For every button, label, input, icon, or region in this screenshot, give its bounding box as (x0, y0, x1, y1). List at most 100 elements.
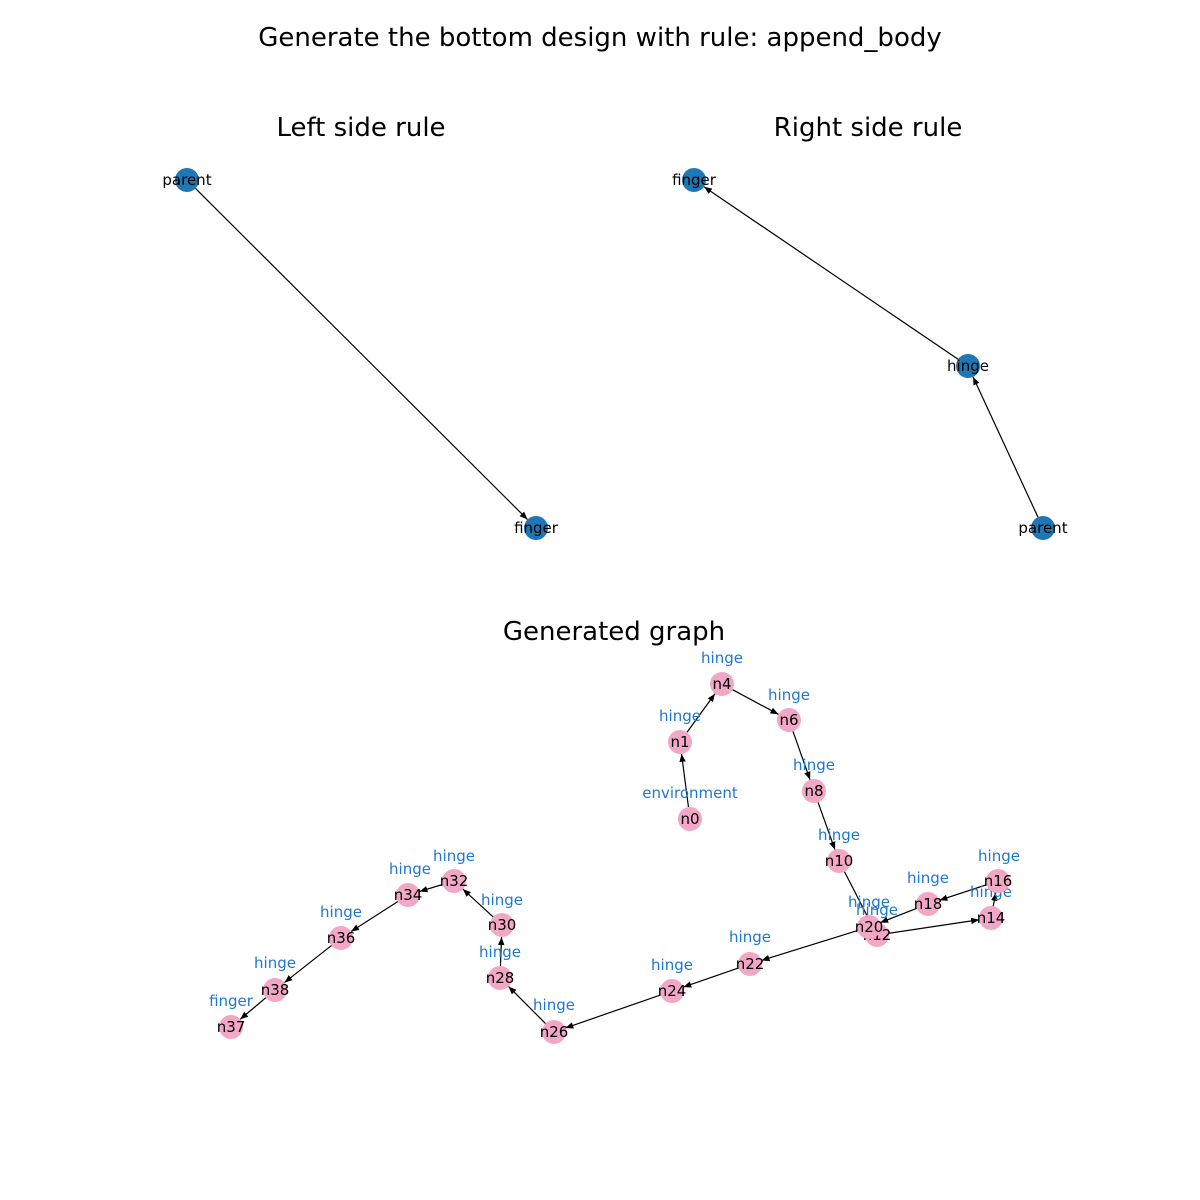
generated-node-label-n28: n28 (486, 969, 515, 987)
generated-edge-n12-n14 (888, 917, 980, 934)
generated-node-type-n30: hinge (481, 891, 523, 909)
generated-edge-n28-n30 (498, 936, 505, 967)
generated-node-n22 (738, 952, 762, 976)
generated-node-label-n10: n10 (825, 852, 854, 870)
generated-node-label-n18: n18 (914, 895, 943, 913)
left-rule-node-label-parent: parent (162, 171, 211, 189)
left-rule-node-parent (175, 168, 199, 192)
generated-node-label-n0: n0 (680, 810, 699, 828)
generated-node-label-n34: n34 (394, 886, 423, 904)
right-rule-node-label-hinge: hinge (947, 357, 989, 375)
generated-node-label-n16: n16 (984, 872, 1013, 890)
generated-node-n8 (802, 779, 826, 803)
generated-node-n0 (678, 807, 702, 831)
generated-node-n26 (542, 1020, 566, 1044)
generated-node-type-n28: hinge (479, 943, 521, 961)
generated-edge-n1-n4 (686, 693, 716, 733)
generated-node-type-n6: hinge (768, 686, 810, 704)
main-title: Generate the bottom design with rule: ap… (258, 23, 942, 53)
generated-edge-n4-n6 (732, 689, 779, 715)
generated-edge-n26-n28 (508, 986, 546, 1024)
generated-node-type-n32: hinge (433, 847, 475, 865)
generated-node-n20 (857, 915, 881, 939)
right-rule-title: Right side rule (774, 113, 963, 143)
generated-edge-n24-n26 (565, 994, 661, 1029)
generated-node-type-n34: hinge (389, 860, 431, 878)
generated-node-label-n22: n22 (736, 955, 765, 973)
generated-node-label-n26: n26 (540, 1023, 569, 1041)
generated-graph: n0 environment n1 hinge n4 hinge n6 hinge n8 hing… (209, 649, 1020, 1044)
generated-node-n36 (329, 926, 353, 950)
left-rule-edge-parent-finger (195, 188, 528, 520)
generated-graph-title: Generated graph (503, 617, 725, 647)
generated-node-n32 (442, 869, 466, 893)
generated-node-type-n4: hinge (701, 649, 743, 667)
left-rule-node-label-finger: finger (514, 519, 559, 537)
generated-node-n14 (979, 906, 1003, 930)
generated-node-label-n1: n1 (670, 733, 689, 751)
generated-node-label-n24: n24 (658, 982, 687, 1000)
right-rule-node-label-parent: parent (1018, 519, 1067, 537)
right-rule-edge-parent-hinge (972, 376, 1039, 518)
generated-edge-n32-n34 (419, 883, 443, 893)
generated-node-n10 (827, 849, 851, 873)
generated-node-type-n8: hinge (793, 756, 835, 774)
generated-edge-n20-n22 (761, 929, 858, 962)
generated-edge-n0-n1 (679, 753, 690, 808)
generated-node-type-n20: hinge (848, 893, 890, 911)
right-rule-edge-hinge-finger (703, 186, 959, 360)
generated-node-type-n22: hinge (729, 928, 771, 946)
generated-node-label-n37: n37 (217, 1018, 246, 1036)
generated-node-label-n36: n36 (327, 929, 356, 947)
generated-node-type-n1: hinge (659, 707, 701, 725)
generated-node-label-n4: n4 (712, 675, 731, 693)
generated-node-n37 (219, 1015, 243, 1039)
right-rule-node-parent (1031, 516, 1055, 540)
generated-node-n34 (396, 883, 420, 907)
left-rule-node-finger (524, 516, 548, 540)
generated-edge-n38-n37 (239, 997, 267, 1020)
generated-node-n18 (916, 892, 940, 916)
generated-edge-n34-n36 (350, 900, 399, 933)
generated-node-n6 (777, 708, 801, 732)
generated-node-n1 (668, 730, 692, 754)
generated-edge-n8-n10 (817, 802, 836, 850)
generated-node-n16 (986, 869, 1010, 893)
generated-edge-n22-n24 (683, 967, 739, 988)
generated-edge-n6-n8 (792, 731, 811, 780)
generated-node-type-n16: hinge (978, 847, 1020, 865)
generated-node-type-n36: hinge (320, 903, 362, 921)
generated-node-n38 (263, 978, 287, 1002)
generated-node-label-n20: n20 (855, 918, 884, 936)
generated-node-label-n6: n6 (779, 711, 798, 729)
generated-node-n24 (660, 979, 684, 1003)
right-rule-node-finger (682, 168, 706, 192)
right-rule-node-label-finger: finger (672, 171, 717, 189)
generated-node-label-n8: n8 (804, 782, 823, 800)
generated-node-type-n18: hinge (907, 869, 949, 887)
generated-node-type-n24: hinge (651, 956, 693, 974)
generated-edge-n18-n20 (879, 907, 918, 924)
generated-node-type-n0: environment (642, 784, 738, 802)
generated-node-type-n38: hinge (254, 954, 296, 972)
generated-node-type-n10: hinge (818, 826, 860, 844)
generated-node-label-n38: n38 (261, 981, 290, 999)
generated-edge-n14-n16 (991, 892, 998, 907)
left-rule-title: Left side rule (276, 113, 445, 143)
generated-node-label-n14: n14 (977, 909, 1006, 927)
generated-node-n4 (710, 672, 734, 696)
generated-node-label-n32: n32 (440, 872, 469, 890)
generated-edge-n36-n38 (284, 944, 332, 984)
generated-node-label-n30: n30 (488, 916, 517, 934)
generated-node-type-n12: hinge (856, 901, 898, 919)
right-rule-graph: finger hinge parent (672, 168, 1068, 540)
left-rule-graph: parent finger (162, 168, 559, 540)
generated-edge-n16-n18 (939, 884, 987, 901)
generated-node-type-n37: finger (209, 992, 254, 1010)
generated-node-type-n26: hinge (533, 996, 575, 1014)
generated-node-n30 (490, 913, 514, 937)
generated-edge-n30-n32 (462, 888, 494, 918)
generated-node-n28 (488, 966, 512, 990)
right-rule-node-hinge (956, 354, 980, 378)
